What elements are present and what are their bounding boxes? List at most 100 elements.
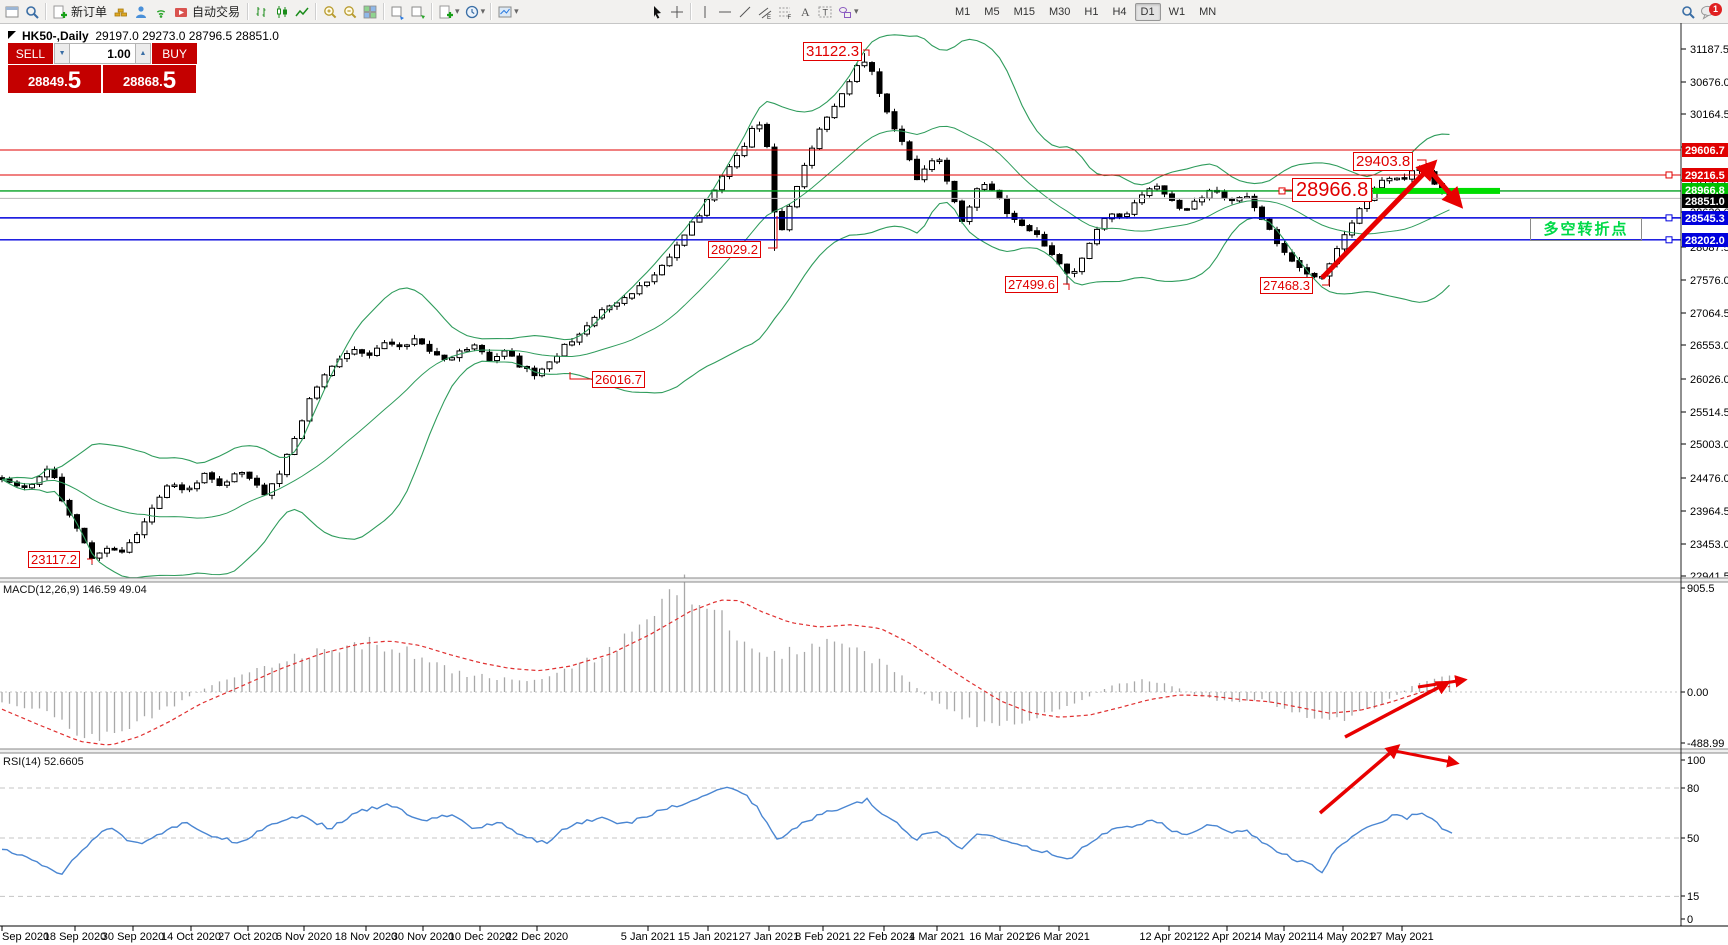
toolbar-separator (690, 3, 692, 20)
price-callout-26016.7[interactable]: 26016.7 (592, 371, 645, 388)
buy-price-pip: 5 (162, 67, 177, 94)
cursor-icon[interactable] (647, 2, 667, 22)
thick-green-trendline[interactable] (1373, 187, 1500, 194)
arrange-h-icon[interactable] (388, 2, 408, 22)
shapes-icon[interactable] (835, 2, 855, 22)
svg-text:30164.5: 30164.5 (1690, 109, 1728, 121)
text-a-icon[interactable]: A (795, 2, 815, 22)
candle-chart-icon[interactable] (272, 2, 292, 22)
crosshair-icon[interactable] (667, 2, 687, 22)
fibo-icon[interactable]: F (775, 2, 795, 22)
rsi-indicator-label: RSI(14) 52.6605 (3, 756, 84, 768)
dropdown-caret-icon[interactable]: ▾ (854, 6, 859, 16)
svg-text:27 May 2021: 27 May 2021 (1370, 931, 1434, 943)
sell-price-display[interactable]: 28849. 5 (8, 65, 101, 93)
community-icon[interactable] (131, 2, 151, 22)
svg-text:6 Nov 2020: 6 Nov 2020 (276, 931, 332, 943)
period-icon[interactable] (462, 2, 482, 22)
chat-icon[interactable]: 1 (1698, 2, 1722, 22)
dropdown-caret-icon[interactable]: ▾ (514, 6, 519, 16)
svg-text:Sep 2020: Sep 2020 (2, 931, 49, 943)
timeframe-button-d1[interactable]: D1 (1134, 2, 1161, 21)
sell-button[interactable]: SELL (8, 43, 53, 64)
text-label-icon[interactable]: T (815, 2, 835, 22)
notification-badge: 1 (1709, 2, 1722, 16)
timeframe-button-m5[interactable]: M5 (984, 5, 1000, 18)
new-order-icon[interactable] (50, 2, 70, 22)
line-chart-icon[interactable] (292, 2, 312, 22)
price-callout-31122.3[interactable]: 31122.3 (803, 42, 863, 61)
timeframe-button-m30[interactable]: M30 (1048, 5, 1071, 18)
zoom-out-icon[interactable] (340, 2, 360, 22)
indicator-levels: 905.5 0.00 -488.99 100 80 50 15 0 (0, 583, 1724, 926)
channel-icon[interactable]: E (755, 2, 775, 22)
price-callout-27499.6[interactable]: 27499.6 (1005, 276, 1058, 293)
candlestick-series (0, 53, 1453, 565)
volume-increase-button[interactable]: ▲ (134, 43, 152, 64)
timeframe-button-h4[interactable]: H4 (1112, 5, 1127, 18)
one-click-collapse-arrow[interactable] (8, 31, 16, 39)
tile-windows-icon[interactable] (360, 2, 380, 22)
svg-text:15: 15 (1687, 891, 1699, 903)
macd-signal-line (1, 599, 1451, 746)
trendline-icon[interactable] (735, 2, 755, 22)
price-callout-28029.2[interactable]: 28029.2 (708, 241, 761, 258)
dropdown-caret-icon[interactable]: ▾ (480, 6, 486, 16)
svg-text:E: E (767, 15, 771, 20)
template-icon[interactable] (495, 2, 515, 22)
timeframe-button-h1[interactable]: H1 (1084, 5, 1099, 18)
svg-text:4 May 2021: 4 May 2021 (1255, 931, 1312, 943)
bar-chart-icon[interactable] (252, 2, 272, 22)
symbol-label: HK50-,Daily (22, 29, 89, 43)
svg-text:10 Dec 2020: 10 Dec 2020 (449, 931, 511, 943)
turning-point-annotation[interactable]: 多空转折点 (1530, 218, 1642, 241)
svg-text:80: 80 (1687, 783, 1699, 795)
svg-text:15 Jan 2021: 15 Jan 2021 (678, 931, 739, 943)
toolbar-right-group: 1 (1678, 0, 1722, 23)
toolbar-left-group: 新订单 自动交易 ▾ ▾ ▾ (2, 0, 521, 23)
price-callout-23117.2[interactable]: 23117.2 (28, 551, 81, 568)
market-watch-icon[interactable] (22, 2, 42, 22)
volume-decrease-button[interactable]: ▼ (53, 43, 71, 64)
arrange-v-icon[interactable] (408, 2, 428, 22)
vline-icon[interactable] (695, 2, 715, 22)
toolbar: 新订单 自动交易 ▾ ▾ ▾ E F A T ▾ M1 M5 M15 M30 H1 H4 D1 W1 MN 1 (0, 0, 1728, 24)
volume-input[interactable]: 1.00 (70, 43, 135, 64)
svg-text:5 Jan 2021: 5 Jan 2021 (621, 931, 675, 943)
hline-icon[interactable] (715, 2, 735, 22)
price-callout-28966.8[interactable]: 28966.8 (1292, 178, 1373, 202)
autotrade-icon[interactable] (171, 2, 191, 22)
price-callout-27468.3[interactable]: 27468.3 (1260, 277, 1313, 294)
svg-text:22 Dec 2020: 22 Dec 2020 (506, 931, 568, 943)
autotrade-label[interactable]: 自动交易 (192, 5, 241, 19)
toolbar-draw-group: E F A T ▾ (647, 0, 861, 23)
timeframe-button-mn[interactable]: MN (1199, 5, 1217, 18)
macd-indicator-label: MACD(12,26,9) 146.59 49.04 (3, 584, 147, 596)
gold-icon[interactable] (111, 2, 131, 22)
new-order-label[interactable]: 新订单 (71, 5, 108, 19)
signal-icon[interactable] (151, 2, 171, 22)
price-callout-29403.8[interactable]: 29403.8 (1353, 152, 1414, 171)
svg-text:4 Mar 2021: 4 Mar 2021 (909, 931, 965, 943)
svg-text:22 Feb 2021: 22 Feb 2021 (853, 931, 915, 943)
zoom-in-icon[interactable] (320, 2, 340, 22)
toolbar-separator (247, 3, 250, 20)
svg-text:28851.0: 28851.0 (1685, 196, 1725, 208)
buy-button[interactable]: BUY (152, 43, 197, 64)
chart-window-icon[interactable] (2, 2, 22, 22)
add-indicator-icon[interactable] (436, 2, 456, 22)
search-icon[interactable] (1678, 2, 1698, 22)
timeframe-button-w1[interactable]: W1 (1168, 5, 1186, 18)
dropdown-caret-icon[interactable]: ▾ (455, 6, 460, 16)
svg-text:23964.5: 23964.5 (1690, 506, 1728, 518)
svg-text:8 Feb 2021: 8 Feb 2021 (795, 931, 851, 943)
buy-price-display[interactable]: 28868. 5 (103, 65, 196, 93)
trend-arrows[interactable] (1318, 159, 1468, 815)
timeframe-button-m1[interactable]: M1 (955, 5, 971, 18)
sell-price-pip: 5 (67, 67, 82, 94)
timeframe-button-m15[interactable]: M15 (1013, 5, 1035, 18)
toolbar-timeframe-group: M1 M5 M15 M30 H1 H4 D1 W1 MN (948, 0, 1223, 23)
